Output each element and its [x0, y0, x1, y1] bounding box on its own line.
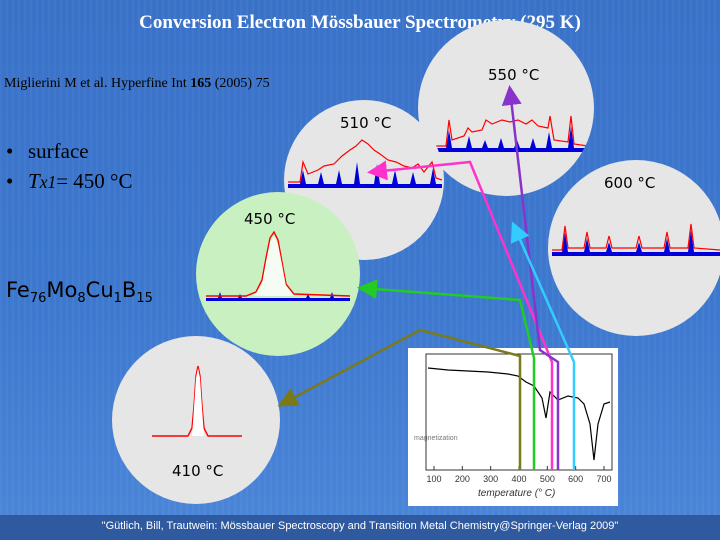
bullet-text: surface	[28, 139, 89, 163]
spectrum-450-component	[206, 292, 350, 301]
ref-rest: (2005) 75	[214, 76, 270, 91]
ref-authors: Miglierini M	[4, 76, 81, 91]
compound-n: 1	[113, 291, 122, 307]
compound-n: 76	[29, 291, 47, 307]
compound-el: Fe	[6, 278, 30, 302]
inset-x-tick-label: 300	[483, 474, 498, 484]
spectrum-410-plot	[152, 365, 242, 437]
footer-bar	[0, 515, 720, 540]
spectrum-410-fit	[152, 365, 242, 437]
spectrum-label-450: 450 °C	[244, 210, 296, 228]
ref-et-al: et al.	[80, 76, 108, 91]
spectrum-circle-600	[548, 160, 720, 336]
inset-xlabel: temperature (° C)	[478, 488, 555, 499]
compound-n: 8	[77, 291, 86, 307]
inset-x-tick-label: 500	[540, 474, 555, 484]
spectrum-550-plot	[428, 115, 589, 152]
spectrum-510-component	[288, 162, 442, 188]
spectrum-410-fill	[192, 368, 204, 436]
inset-x-ticks: 100 200 300 400 500 600 700	[426, 466, 612, 484]
compound-n: 15	[136, 291, 153, 307]
arrow-410	[277, 328, 522, 470]
spectrum-550-component	[428, 126, 588, 152]
bullet-dot: •	[6, 139, 14, 163]
spectrum-550-fit	[428, 115, 589, 147]
spectrum-label-410: 410 °C	[172, 462, 224, 480]
bullet-dot: •	[6, 169, 14, 193]
inset-x-tick-label: 100	[426, 474, 441, 484]
compound-el: B	[121, 278, 137, 302]
compound-el: Cu	[85, 278, 114, 302]
ref-volume: 165	[190, 76, 212, 91]
inset-x-tick-label: 700	[596, 474, 611, 484]
reference-citation: Miglierini M et al. Hyperfine Int 165 (2…	[4, 76, 270, 92]
inset-x-tick-label: 200	[455, 474, 470, 484]
arrow-600	[510, 221, 576, 470]
spectrum-600-fit	[552, 223, 720, 251]
spectrum-label-510: 510 °C	[340, 114, 392, 132]
arrow-550	[501, 85, 560, 470]
arrow-510	[367, 160, 554, 470]
spectrum-450-fill	[254, 236, 294, 296]
inset-magnetization-curve	[427, 367, 611, 461]
spectrum-circle-550	[418, 20, 594, 196]
compound-el: Mo	[46, 278, 78, 302]
arrow-450	[357, 279, 536, 470]
inset-x-tick-label: 600	[568, 474, 583, 484]
inset-plot: magnetization 100 200 300 400 500 600 700 temp…	[408, 348, 618, 506]
spectrum-450-plot	[206, 230, 351, 301]
spectrum-label-600: 600 °C	[604, 174, 656, 192]
spectrum-circle-450	[196, 192, 360, 356]
spectrum-circle-410	[112, 336, 280, 504]
spectrum-label-550: 550 °C	[488, 66, 540, 84]
bullet-var: T	[28, 169, 40, 193]
spectrum-450-fit	[206, 230, 351, 297]
bullet-item-surface: • surface	[6, 136, 132, 166]
spectrum-600-plot	[552, 223, 720, 256]
bullet-rest: = 450 °C	[56, 169, 133, 193]
spectrum-600-component	[552, 230, 720, 256]
inset-y-note: magnetization	[414, 435, 458, 442]
inset-x-tick-label: 400	[511, 474, 526, 484]
footer-citation: "Gütlich, Bill, Trautwein: Mössbauer Spe…	[101, 520, 619, 532]
ref-journal: Hyperfine Int	[110, 76, 187, 91]
bullet-sub: x1	[39, 172, 57, 192]
compound-formula: Fe76Mo8Cu1B15	[6, 278, 153, 306]
